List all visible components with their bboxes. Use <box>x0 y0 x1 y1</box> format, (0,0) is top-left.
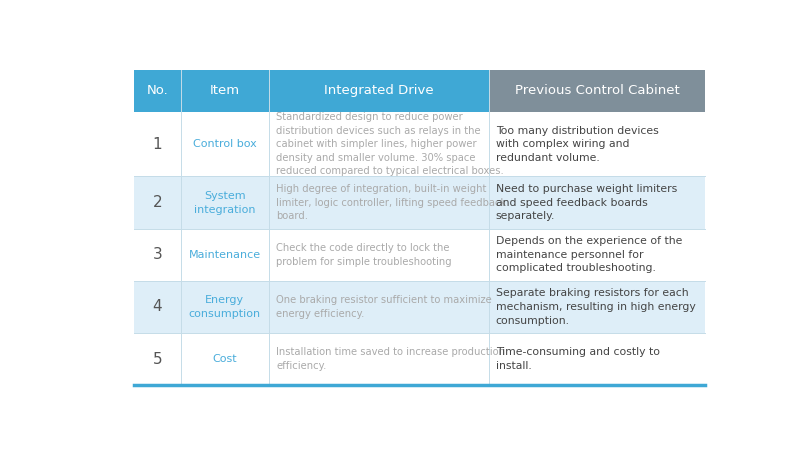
Bar <box>269 70 490 112</box>
Bar <box>269 281 490 333</box>
Bar <box>134 112 181 176</box>
Bar <box>269 229 490 281</box>
Bar <box>181 176 269 229</box>
Text: Item: Item <box>210 84 240 97</box>
Bar <box>181 281 269 333</box>
Bar <box>490 70 705 112</box>
Text: Installation time saved to increase production
efficiency.: Installation time saved to increase prod… <box>276 347 505 371</box>
Text: 5: 5 <box>153 351 162 367</box>
Bar <box>490 112 705 176</box>
Bar <box>269 112 490 176</box>
Bar <box>490 176 705 229</box>
Text: Need to purchase weight limiters
and speed feedback boards
separately.: Need to purchase weight limiters and spe… <box>496 184 677 221</box>
Bar <box>134 176 181 229</box>
Text: Separate braking resistors for each
mechanism, resulting in high energy
consumpt: Separate braking resistors for each mech… <box>496 288 695 326</box>
Text: 1: 1 <box>153 137 162 152</box>
Bar <box>181 333 269 385</box>
Bar <box>134 281 181 333</box>
Text: One braking resistor sufficient to maximize
energy efficiency.: One braking resistor sufficient to maxim… <box>276 295 492 319</box>
Bar <box>181 229 269 281</box>
Text: High degree of integration, built-in weight
limiter, logic controller, lifting s: High degree of integration, built-in wei… <box>276 184 506 221</box>
Text: 2: 2 <box>153 195 162 210</box>
Text: Standardized design to reduce power
distribution devices such as relays in the
c: Standardized design to reduce power dist… <box>276 112 504 176</box>
Bar <box>269 176 490 229</box>
Bar <box>134 70 181 112</box>
Text: No.: No. <box>146 84 168 97</box>
Bar <box>490 281 705 333</box>
Text: Check the code directly to lock the
problem for simple troubleshooting: Check the code directly to lock the prob… <box>276 243 452 267</box>
Bar <box>490 229 705 281</box>
Text: Previous Control Cabinet: Previous Control Cabinet <box>514 84 679 97</box>
Text: Time-consuming and costly to
install.: Time-consuming and costly to install. <box>496 347 660 371</box>
Text: 4: 4 <box>153 299 162 314</box>
Text: Maintenance: Maintenance <box>189 250 261 260</box>
Bar <box>134 333 181 385</box>
Text: Energy
consumption: Energy consumption <box>189 295 261 319</box>
Text: System
integration: System integration <box>194 191 255 215</box>
Text: 3: 3 <box>153 247 162 262</box>
Bar <box>269 333 490 385</box>
Text: Cost: Cost <box>213 354 237 364</box>
Text: Integrated Drive: Integrated Drive <box>324 84 434 97</box>
Bar <box>181 112 269 176</box>
Text: Control box: Control box <box>193 139 257 149</box>
Bar <box>134 229 181 281</box>
Bar <box>181 70 269 112</box>
Bar <box>490 333 705 385</box>
Text: Too many distribution devices
with complex wiring and
redundant volume.: Too many distribution devices with compl… <box>496 126 658 163</box>
Text: Depends on the experience of the
maintenance personnel for
complicated troublesh: Depends on the experience of the mainten… <box>496 236 682 273</box>
